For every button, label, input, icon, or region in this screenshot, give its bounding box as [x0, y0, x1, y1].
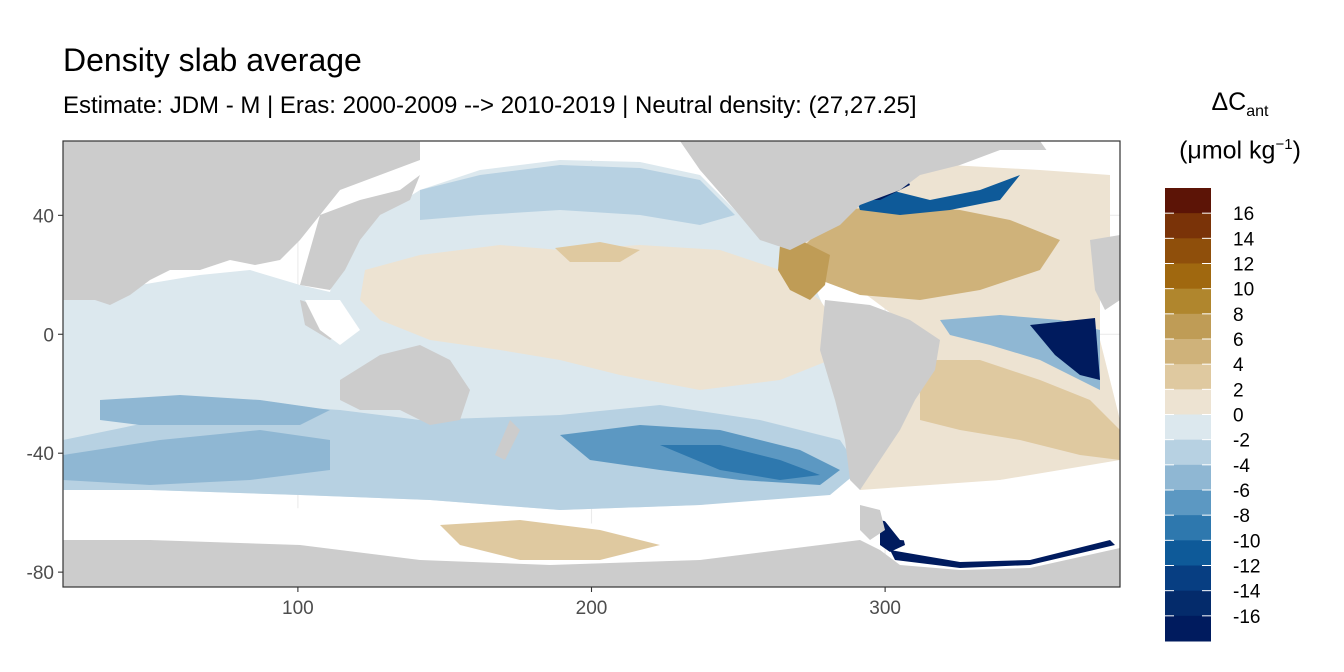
- legend-title: ΔCant: [1150, 88, 1330, 121]
- field-north-atlantic-deep: [850, 175, 1020, 215]
- legend-swatch: [1165, 464, 1211, 491]
- legend-swatch: [1165, 515, 1211, 541]
- x-tick-label: 200: [576, 598, 608, 619]
- legend-label: 6: [1233, 330, 1244, 351]
- no-data-patches: [305, 141, 1120, 345]
- legend-swatch: [1165, 339, 1211, 365]
- legend-swatch: [1165, 439, 1211, 466]
- ocean-field: [63, 150, 1120, 568]
- land-eurasia-africa-west: [63, 141, 420, 305]
- legend-label: -2: [1233, 431, 1250, 452]
- legend-swatch: [1165, 288, 1211, 315]
- chart-subtitle: Estimate: JDM - M | Eras: 2000-2009 --> …: [63, 92, 917, 119]
- legend-swatch: [1165, 414, 1211, 441]
- x-tick-label: 300: [869, 598, 901, 619]
- legend-swatch: [1165, 364, 1211, 390]
- field-gulf-guinea: [1030, 318, 1100, 380]
- legend-label: 14: [1233, 229, 1255, 250]
- y-tick-label: -80: [27, 563, 54, 584]
- legend-unit-open: (μmol kg: [1179, 136, 1276, 165]
- legend-label: 0: [1233, 406, 1244, 427]
- legend-label: -14: [1233, 582, 1261, 603]
- land-masses: [63, 141, 1120, 587]
- field-south-atlantic-white: [860, 470, 1120, 545]
- legend-swatch: [1165, 213, 1211, 239]
- color-legend: 16 14 12 10 8 6 4 2 0 -2 -4 -6 -8 -10 -12 -14 -16: [1165, 188, 1261, 642]
- legend-label: -4: [1233, 456, 1250, 477]
- legend-swatch: [1165, 238, 1211, 264]
- legend-title-symbol: ΔC: [1211, 88, 1247, 116]
- land-north-america: [680, 141, 1120, 250]
- field-pacific-positive-2: [555, 242, 640, 262]
- field-southern-blue-2: [63, 430, 330, 485]
- legend-unit-sup: −1: [1275, 136, 1293, 153]
- field-atlantic-tan: [800, 205, 1060, 300]
- nodata-arctic-atlantic: [1040, 141, 1120, 165]
- y-tick-label: -40: [27, 444, 54, 465]
- legend-unit-close: ): [1292, 136, 1301, 165]
- land-new-zealand: [495, 420, 520, 460]
- legend-label: 2: [1233, 380, 1244, 401]
- legend-swatch: [1165, 263, 1211, 290]
- land-australia: [340, 345, 470, 425]
- legend-label: -8: [1233, 506, 1250, 527]
- land-antarctica: [63, 540, 1120, 587]
- legend-label: -10: [1233, 531, 1260, 552]
- legend-swatch: [1165, 565, 1211, 592]
- legend-label: 10: [1233, 280, 1254, 301]
- field-south-atlantic-tan: [920, 360, 1120, 460]
- legend-label: 4: [1233, 355, 1244, 376]
- legend-swatch: [1165, 188, 1211, 214]
- legend-label: 16: [1233, 204, 1254, 225]
- field-pacific-positive: [360, 245, 840, 390]
- legend-label: -16: [1233, 607, 1260, 628]
- nodata-indonesia: [305, 300, 360, 345]
- legend-label: -12: [1233, 557, 1260, 578]
- field-southern-blue-4: [660, 445, 820, 480]
- field-atlantic-tan-2: [778, 240, 830, 300]
- field-weddell-coast: [890, 540, 1115, 568]
- chart-title: Density slab average: [63, 42, 362, 78]
- land-africa: [1090, 235, 1120, 310]
- legend-swatch: [1165, 540, 1211, 566]
- legend-swatch: [1165, 490, 1211, 516]
- nodata-bering: [560, 141, 640, 160]
- legend-unit: (μmol kg−1): [1150, 136, 1330, 165]
- land-east-asia: [300, 175, 420, 290]
- y-tick-label: 40: [33, 206, 54, 227]
- legend-swatch: [1165, 590, 1211, 617]
- map-layer: [63, 141, 1120, 587]
- legend-title-subscript: ant: [1246, 103, 1269, 120]
- x-axis: 100 200 300: [282, 587, 901, 619]
- land-antarctic-peninsula: [860, 505, 885, 540]
- y-axis: 40 0 -40 -80: [27, 206, 63, 584]
- legend-label: -6: [1233, 481, 1250, 502]
- y-tick-label: 0: [43, 325, 54, 346]
- x-tick-label: 100: [282, 598, 314, 619]
- land-south-america: [820, 300, 940, 490]
- legend-label: 8: [1233, 305, 1244, 326]
- field-north-pacific-blue: [420, 165, 735, 225]
- field-indian-blue: [100, 395, 330, 425]
- field-ross-sea: [440, 520, 660, 560]
- legend-swatch: [1165, 389, 1211, 415]
- legend-swatch: [1165, 615, 1211, 642]
- legend-label: 12: [1233, 255, 1254, 276]
- legend-swatch: [1165, 313, 1211, 340]
